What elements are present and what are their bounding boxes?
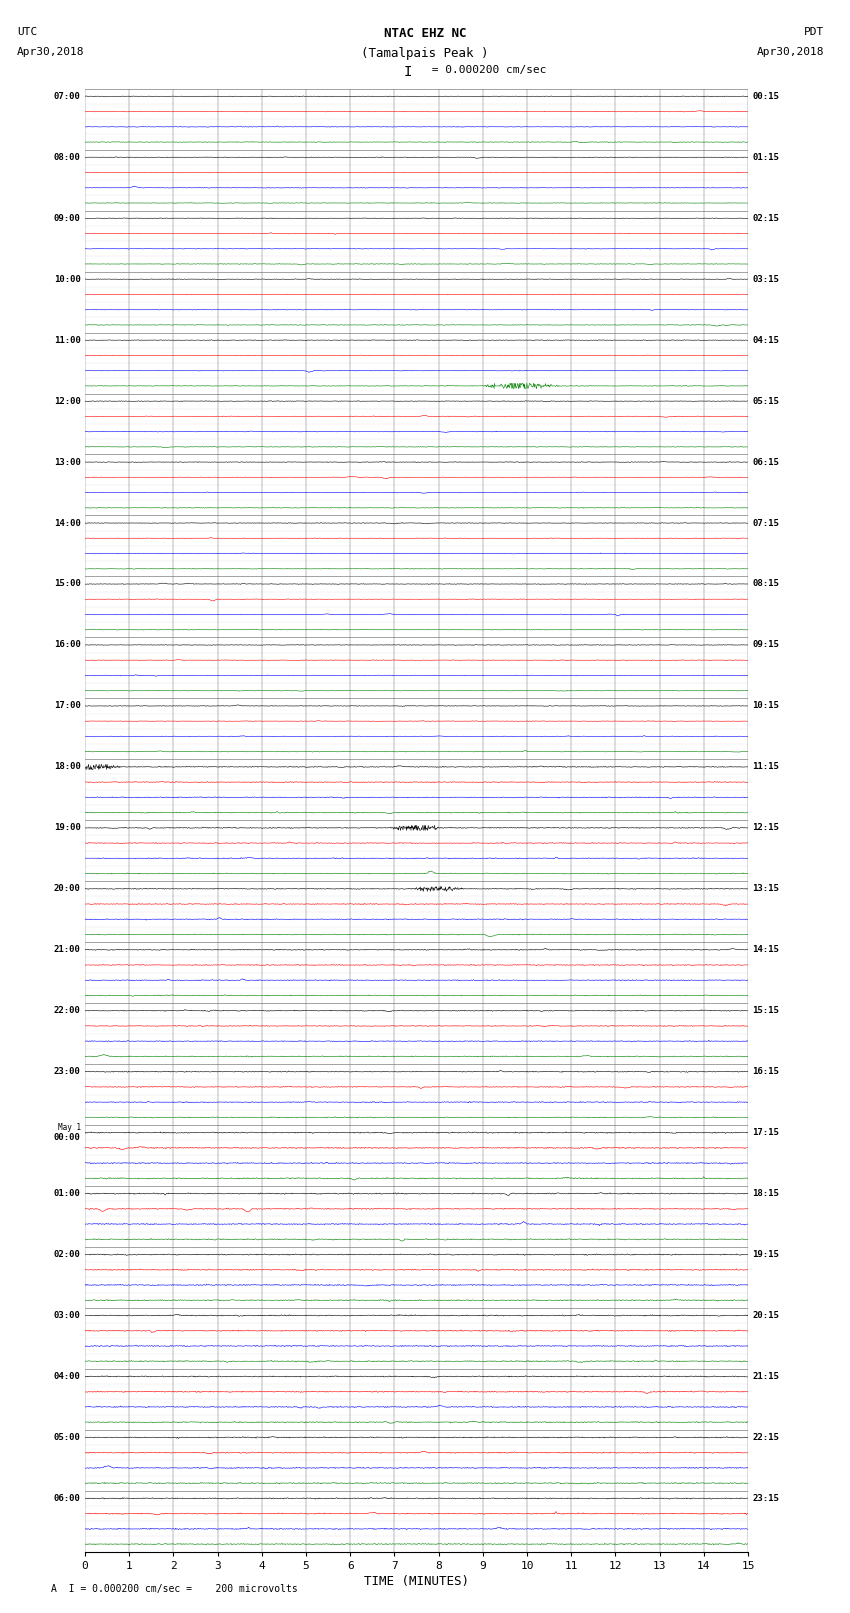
Text: 09:00: 09:00 bbox=[54, 215, 81, 223]
Text: 18:15: 18:15 bbox=[752, 1189, 779, 1198]
Text: 04:00: 04:00 bbox=[54, 1373, 81, 1381]
Text: 00:15: 00:15 bbox=[752, 92, 779, 102]
Text: 22:00: 22:00 bbox=[54, 1007, 81, 1015]
Text: 09:15: 09:15 bbox=[752, 640, 779, 650]
Text: 11:15: 11:15 bbox=[752, 763, 779, 771]
Text: PDT: PDT bbox=[804, 27, 824, 37]
Text: 20:15: 20:15 bbox=[752, 1311, 779, 1319]
Text: 03:15: 03:15 bbox=[752, 274, 779, 284]
Text: 19:15: 19:15 bbox=[752, 1250, 779, 1260]
Text: 12:15: 12:15 bbox=[752, 823, 779, 832]
Text: 19:00: 19:00 bbox=[54, 823, 81, 832]
Text: 23:15: 23:15 bbox=[752, 1494, 779, 1503]
Text: 08:00: 08:00 bbox=[54, 153, 81, 161]
Text: 17:15: 17:15 bbox=[752, 1127, 779, 1137]
Text: 23:00: 23:00 bbox=[54, 1068, 81, 1076]
Text: 20:00: 20:00 bbox=[54, 884, 81, 894]
Text: May 1: May 1 bbox=[58, 1123, 81, 1132]
Text: 13:15: 13:15 bbox=[752, 884, 779, 894]
Text: 21:15: 21:15 bbox=[752, 1373, 779, 1381]
Text: 05:15: 05:15 bbox=[752, 397, 779, 405]
Text: 06:00: 06:00 bbox=[54, 1494, 81, 1503]
Text: 04:15: 04:15 bbox=[752, 336, 779, 345]
Text: 00:00: 00:00 bbox=[54, 1132, 81, 1142]
Text: I: I bbox=[404, 65, 412, 79]
Text: = 0.000200 cm/sec: = 0.000200 cm/sec bbox=[425, 65, 547, 74]
Text: 02:15: 02:15 bbox=[752, 215, 779, 223]
Text: 14:00: 14:00 bbox=[54, 518, 81, 527]
Text: 16:15: 16:15 bbox=[752, 1068, 779, 1076]
Text: (Tamalpais Peak ): (Tamalpais Peak ) bbox=[361, 47, 489, 60]
Text: 17:00: 17:00 bbox=[54, 702, 81, 710]
Text: 03:00: 03:00 bbox=[54, 1311, 81, 1319]
Text: 10:15: 10:15 bbox=[752, 702, 779, 710]
Text: 05:00: 05:00 bbox=[54, 1432, 81, 1442]
Text: 01:00: 01:00 bbox=[54, 1189, 81, 1198]
Text: 11:00: 11:00 bbox=[54, 336, 81, 345]
Text: 22:15: 22:15 bbox=[752, 1432, 779, 1442]
Text: A  I = 0.000200 cm/sec =    200 microvolts: A I = 0.000200 cm/sec = 200 microvolts bbox=[51, 1584, 298, 1594]
Text: 18:00: 18:00 bbox=[54, 763, 81, 771]
Text: 07:00: 07:00 bbox=[54, 92, 81, 102]
Text: 01:15: 01:15 bbox=[752, 153, 779, 161]
Text: 08:15: 08:15 bbox=[752, 579, 779, 589]
Text: 21:00: 21:00 bbox=[54, 945, 81, 955]
Text: 06:15: 06:15 bbox=[752, 458, 779, 466]
Text: 14:15: 14:15 bbox=[752, 945, 779, 955]
Text: 15:00: 15:00 bbox=[54, 579, 81, 589]
Text: NTAC EHZ NC: NTAC EHZ NC bbox=[383, 27, 467, 40]
Text: 02:00: 02:00 bbox=[54, 1250, 81, 1260]
Text: 07:15: 07:15 bbox=[752, 518, 779, 527]
Text: 16:00: 16:00 bbox=[54, 640, 81, 650]
Text: Apr30,2018: Apr30,2018 bbox=[17, 47, 84, 56]
Text: 10:00: 10:00 bbox=[54, 274, 81, 284]
Text: Apr30,2018: Apr30,2018 bbox=[757, 47, 824, 56]
Text: 15:15: 15:15 bbox=[752, 1007, 779, 1015]
X-axis label: TIME (MINUTES): TIME (MINUTES) bbox=[364, 1574, 469, 1587]
Text: UTC: UTC bbox=[17, 27, 37, 37]
Text: 13:00: 13:00 bbox=[54, 458, 81, 466]
Text: 12:00: 12:00 bbox=[54, 397, 81, 405]
